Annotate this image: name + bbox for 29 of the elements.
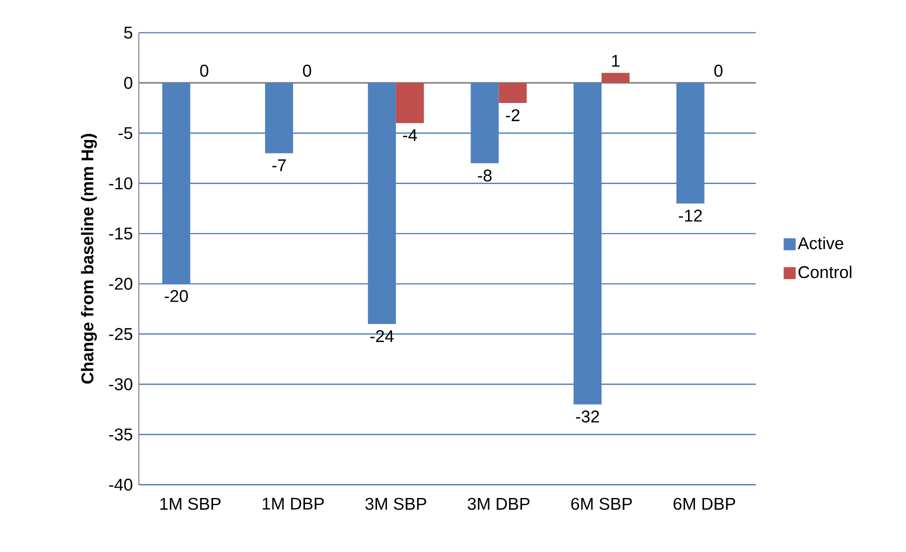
- data-label: -32: [576, 410, 599, 423]
- data-label: 1: [612, 54, 620, 67]
- y-tick-label: -20: [109, 278, 132, 290]
- legend-label: Active: [798, 236, 844, 250]
- y-tick-label: -25: [109, 328, 132, 340]
- data-label: -12: [678, 210, 702, 222]
- y-tick-label: 5: [124, 26, 132, 39]
- y-tick-label: -5: [118, 127, 132, 140]
- y-tick-label: -30: [109, 378, 132, 390]
- legend-label: Control: [798, 266, 852, 278]
- x-tick-label: 3M DBP: [468, 498, 530, 510]
- data-label: 0: [303, 64, 312, 77]
- data-label: -2: [506, 109, 520, 122]
- data-label: 0: [200, 64, 208, 77]
- data-label: -7: [272, 159, 286, 172]
- y-tick-label: -35: [109, 428, 132, 440]
- y-tick-label: -10: [109, 177, 132, 190]
- x-tick-label: 6M SBP: [571, 498, 632, 510]
- data-label: -8: [478, 169, 492, 182]
- y-tick-label: -40: [109, 478, 132, 491]
- data-label: 0: [714, 64, 722, 77]
- x-tick-label: 6M DBP: [674, 498, 736, 510]
- data-label: -20: [164, 290, 188, 302]
- x-tick-label: 1M DBP: [262, 498, 324, 510]
- x-tick-label: 3M SBP: [365, 498, 426, 510]
- y-axis-title: Change from baseline (mm Hg): [80, 134, 97, 384]
- y-tick-label: -15: [109, 228, 132, 240]
- x-tick-label: 1M SBP: [160, 498, 221, 510]
- y-tick-label: 0: [124, 76, 132, 89]
